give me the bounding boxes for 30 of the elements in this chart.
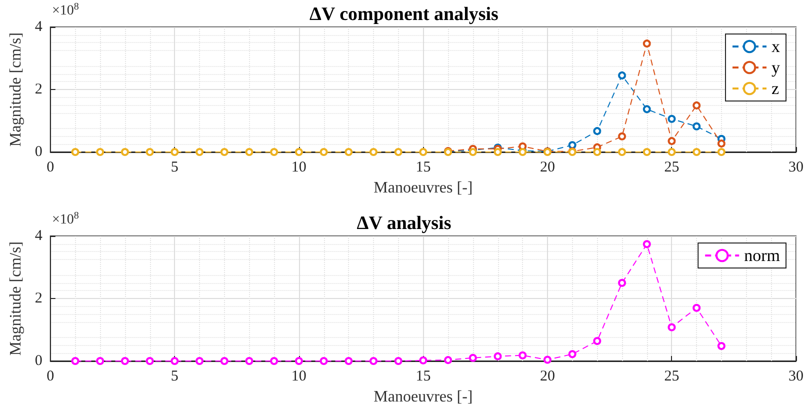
y-tick-label: 4 (34, 19, 43, 35)
chart-title: ΔV component analysis (310, 4, 498, 25)
x-tick-label: 15 (416, 368, 431, 384)
x-tick-label: 5 (170, 160, 178, 176)
x-tick-label: 5 (170, 368, 178, 384)
y-tick-label: 0 (34, 144, 42, 160)
x-tick-label: 0 (46, 160, 54, 176)
x-tick-label: 0 (46, 368, 54, 384)
legend-label: y (772, 58, 780, 77)
chart-title: ΔV analysis (356, 213, 452, 234)
legend-label: z (772, 79, 780, 98)
y-tick-label: 2 (34, 82, 42, 98)
y-tick-label: 0 (34, 353, 42, 369)
x-axis-title: Manoeuvres [-] (374, 388, 473, 406)
y-tick-label: 2 (34, 290, 42, 306)
y-tick-label: 4 (34, 228, 43, 244)
y-axis-title: Magnitude [cm/s] (8, 241, 24, 356)
x-axis-title: Manoeuvres [-] (374, 179, 473, 196)
x-tick-label: 20 (540, 160, 555, 176)
x-tick-label: 10 (291, 160, 306, 176)
x-tick-label: 25 (664, 160, 680, 176)
legend-label: x (772, 37, 780, 56)
y-axis-title: Magnitude [cm/s] (8, 32, 24, 147)
x-tick-label: 20 (540, 368, 555, 384)
x-tick-label: 30 (788, 160, 804, 176)
x-tick-label: 30 (788, 368, 804, 384)
x-tick-label: 15 (416, 160, 431, 176)
x-tick-label: 25 (664, 368, 680, 384)
x-tick-label: 10 (291, 368, 306, 384)
legend-label: norm (744, 246, 780, 265)
